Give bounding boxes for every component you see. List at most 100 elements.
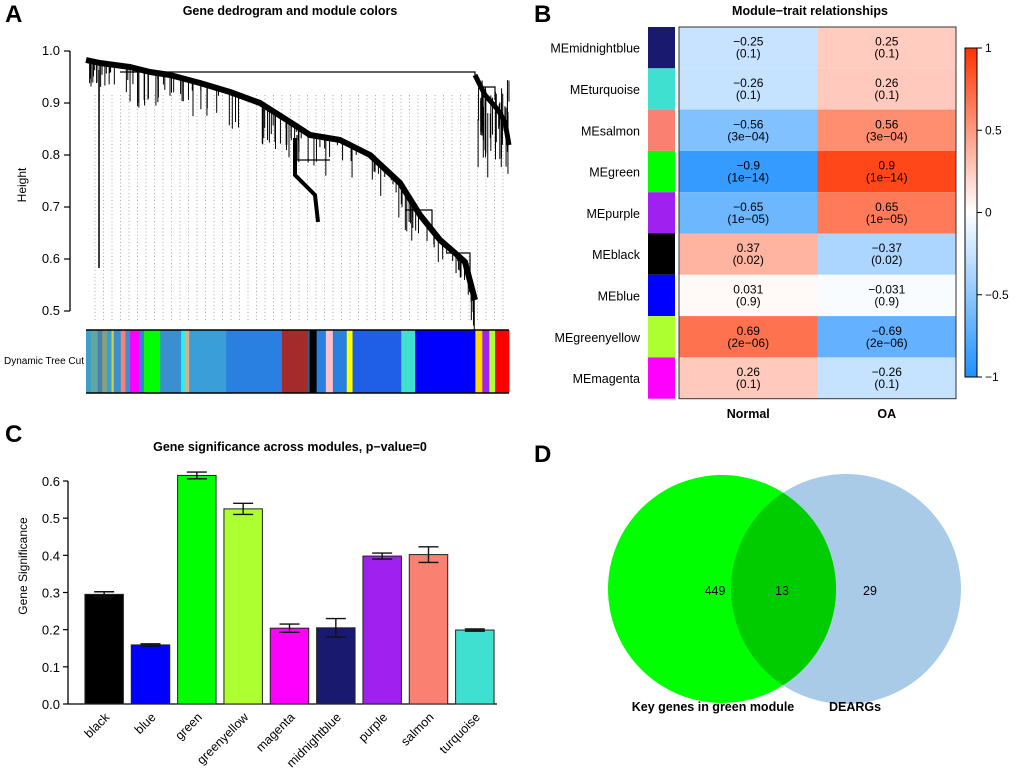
panel-b: B Module−trait relationships MEmidnightb… [500,0,1020,420]
heatmap-cell [679,150,818,193]
color-scale-label: −1 [985,370,999,384]
cell-pvalue: (0.02) [871,253,902,267]
cell-correlation: 0.37 [737,241,761,255]
y-tick-label: 0.1 [42,660,60,675]
row-label: MEmagenta [573,372,640,386]
cell-pvalue: (1e−05) [866,212,908,226]
module-color-swatch [648,150,675,193]
color-scale-bar [964,47,978,378]
module-color-block [332,330,348,393]
dendrogram-merge [447,252,471,285]
module-color-block [130,330,140,393]
venn-count-green-only: 449 [705,584,726,598]
y-tick-label: 1.0 [42,43,60,58]
y-tick-label: 0.4 [42,548,60,563]
cell-correlation: −0.25 [733,35,764,49]
dendrogram-main-branch [85,57,478,301]
cell-pvalue: (0.1) [736,377,761,391]
cell-correlation: −0.56 [733,117,764,131]
module-color-block [139,330,145,393]
dendrogram-chart: 0.5 0.6 0.7 0.8 0.9 1.0 Height Dynamic Tree C… [4,43,512,394]
dendrogram-branch [293,138,320,223]
cell-pvalue: (0.1) [736,47,761,61]
color-scale-label: 0.5 [985,123,1002,137]
x-tick-label: salmon [398,710,436,748]
cell-pvalue: (1e−05) [727,212,769,226]
heatmap-cell [817,109,956,151]
bar-chart: Gene Significance 0.0 0.1 0.2 0.3 0.4 0.5 0.6 b… [16,471,497,770]
x-tick-label: green [172,710,205,743]
heatmap-cell [817,27,956,69]
module-color-block [415,330,476,393]
heatmap-row: MEmagenta 0.26(0.1)−0.26(0.1) [573,357,956,399]
cell-correlation: 0.65 [875,200,899,214]
bar-chart-title: Gene significance across modules, p−valu… [153,440,427,454]
cell-pvalue: (0.9) [736,294,761,308]
column-label: OA [877,407,896,420]
module-color-swatch [648,316,675,358]
x-tick-label: magenta [253,710,297,754]
heatmap-chart: MEmidnightblue −0.25(0.1)0.25(0.1)MEturqu… [550,26,1009,420]
bar [84,593,124,705]
heatmap-cell [679,233,818,275]
bar [316,627,356,705]
heatmap-cell [817,357,956,399]
cell-correlation: −0.26 [733,76,764,90]
column-label: Normal [727,407,770,420]
bar [130,644,171,705]
module-color-block [475,330,483,393]
module-color-block [111,330,115,393]
x-tick-label: black [82,710,113,741]
y-axis-label: Height [15,167,29,202]
heatmap-row: MEturquoise −0.26(0.1)0.26(0.1) [570,68,956,110]
y-tick-label: 0.6 [42,474,60,489]
module-color-block [307,330,311,393]
cell-correlation: 0.26 [737,365,761,379]
heatmap-title: Module−trait relationships [732,4,888,18]
module-color-swatch [648,68,675,110]
module-color-block [346,330,353,393]
module-color-block [90,330,98,393]
row-label: MEpurple [587,207,641,221]
cell-pvalue: (0.9) [874,294,899,308]
cell-pvalue: (3e−04) [866,129,908,143]
cell-correlation: −0.031 [868,282,905,296]
venn-count-intersection: 13 [775,584,789,598]
module-color-block [113,330,122,393]
module-color-block [482,330,490,393]
venn-count-deargs-only: 29 [863,584,877,598]
panel-letter-a: A [5,1,23,28]
module-color-block [106,330,112,393]
colorbar-label: Dynamic Tree Cut [4,356,84,367]
panel-letter-b: B [534,1,552,28]
venn-intersection [731,475,836,703]
row-label: MEblue [598,289,640,303]
heatmap-cell [817,150,956,193]
module-color-block [495,330,510,393]
cell-pvalue: (2e−06) [727,336,769,350]
cell-pvalue: (1e−14) [727,171,769,185]
heatmap-cell [817,233,956,275]
venn-label-green-module: Key genes in green module [632,700,795,714]
panel-a: A Gene dedrogram and module colors 0.5 0.… [0,0,520,400]
module-color-swatch [648,274,675,317]
y-tick-label: 0.5 [42,511,60,526]
cell-correlation: 0.9 [878,159,895,173]
cell-correlation: 0.25 [875,35,899,49]
cell-pvalue: (0.1) [874,88,899,102]
module-color-block [189,330,227,393]
module-color-block [316,330,327,393]
color-scale-label: 1 [985,41,992,55]
module-color-block [97,330,103,393]
module-color-block [102,330,108,393]
module-color-block [309,330,318,393]
heatmap-border [678,26,957,400]
dendrogram-top-merge [120,71,476,75]
module-color-block [86,330,92,393]
row-label: MEgreen [589,166,640,180]
module-color-block [184,330,190,393]
row-label: MEturquoise [570,83,640,97]
module-color-swatch [648,109,675,151]
cell-pvalue: (2e−06) [866,336,908,350]
module-color-block [226,330,283,393]
